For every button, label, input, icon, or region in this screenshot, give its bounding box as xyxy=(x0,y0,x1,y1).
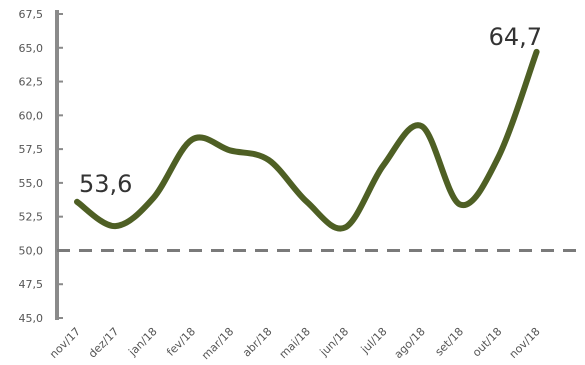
x-tick-label: set/18 xyxy=(433,325,467,359)
x-tick-label: fev/18 xyxy=(164,325,198,359)
y-tick-label: 60,0 xyxy=(19,109,44,122)
data-label: 53,6 xyxy=(79,170,132,198)
y-tick-label: 67,5 xyxy=(19,8,44,21)
x-tick-label: jun/18 xyxy=(317,325,351,359)
x-tick-label: nov/17 xyxy=(47,325,83,361)
x-tick-label: nov/18 xyxy=(507,325,543,361)
x-tick-label: out/18 xyxy=(470,325,504,359)
x-tick-label: jan/18 xyxy=(125,325,159,359)
y-tick-label: 47,5 xyxy=(19,278,44,291)
series-line xyxy=(74,48,540,232)
x-tick-label: mai/18 xyxy=(277,325,313,361)
y-tick-label: 65,0 xyxy=(19,42,44,55)
x-tick-label: jul/18 xyxy=(358,325,390,357)
x-tick-label: mar/18 xyxy=(199,325,236,362)
y-tick-label: 55,0 xyxy=(19,177,44,190)
x-tick-label: ago/18 xyxy=(392,325,428,361)
y-tick-label: 45,0 xyxy=(19,312,44,325)
x-tick-label: abr/18 xyxy=(240,325,275,360)
y-tick-label: 52,5 xyxy=(19,211,44,224)
data-label: 64,7 xyxy=(489,23,542,51)
x-tick-label: dez/17 xyxy=(86,325,122,361)
y-tick-label: 57,5 xyxy=(19,143,44,156)
y-tick-label: 50,0 xyxy=(19,244,44,257)
y-tick-label: 62,5 xyxy=(19,76,44,89)
